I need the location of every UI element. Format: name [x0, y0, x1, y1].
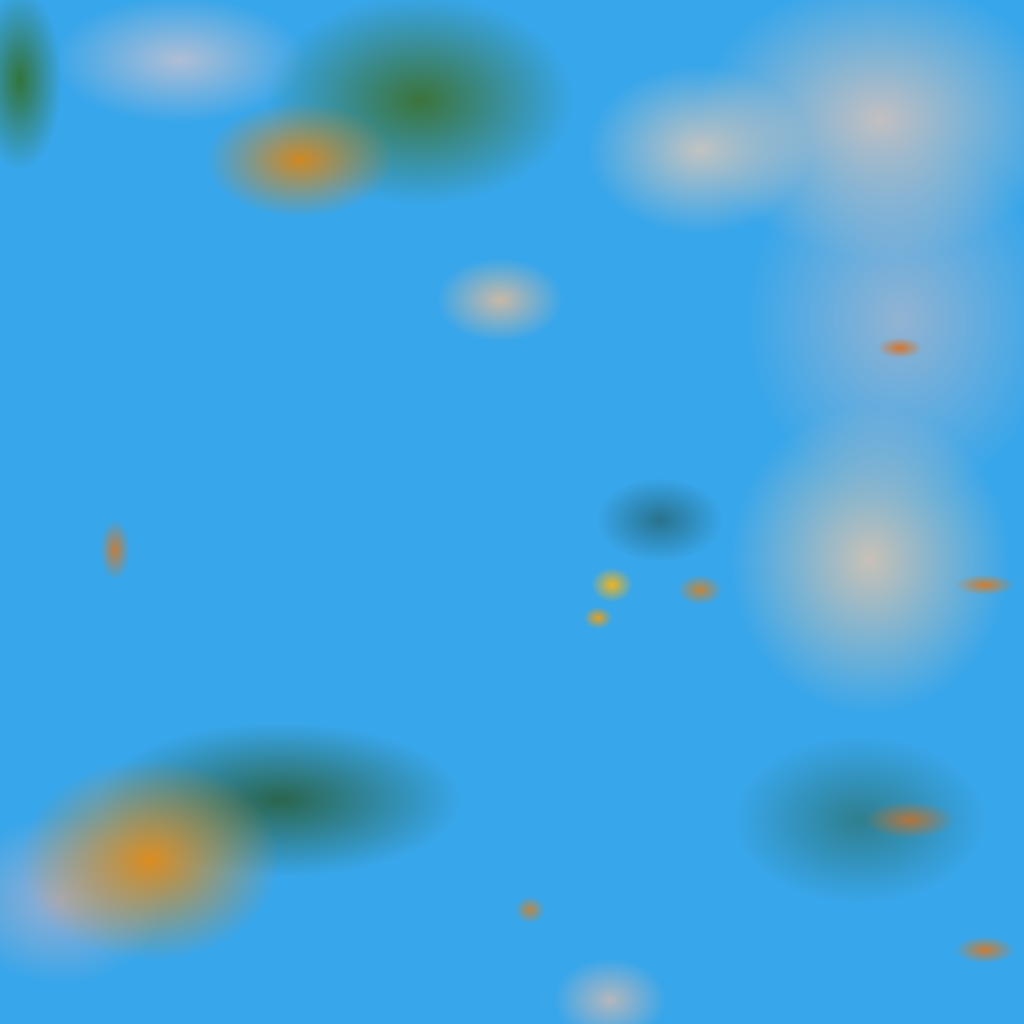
convective-cloud-layer: [0, 0, 1024, 1024]
satellite-image: [0, 0, 1024, 1024]
